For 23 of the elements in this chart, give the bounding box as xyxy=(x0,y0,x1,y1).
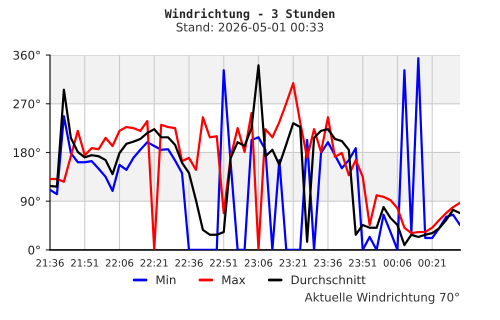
text: Aktuelle Windrichtung 70° xyxy=(304,292,459,304)
x-tick-label: 00:06 xyxy=(384,259,412,267)
x-tick-label: 21:36 xyxy=(36,259,64,267)
x-tick-label: 21:51 xyxy=(71,259,98,267)
x-tick-label: 22:36 xyxy=(175,259,203,267)
x-tick-label: 23:21 xyxy=(280,259,307,267)
x-tick-label: 23:36 xyxy=(314,259,342,267)
legend-label: Min xyxy=(156,275,176,284)
y-tick-label: 360° xyxy=(13,50,40,60)
x-tick-label: 22:51 xyxy=(210,259,238,267)
y-tick-label: 180° xyxy=(14,148,40,158)
x-tick-label: 22:06 xyxy=(106,259,134,267)
chart-title: Windrichtung - 3 Stunden xyxy=(164,8,334,20)
x-tick-label: 23:06 xyxy=(244,259,272,267)
y-tick-label: 0° xyxy=(28,246,40,255)
y-tick-label: 270° xyxy=(13,99,40,108)
x-tick-label: 00:21 xyxy=(418,259,446,267)
legend-label: Max xyxy=(222,275,246,284)
x-tick-label: 23:51 xyxy=(349,259,376,267)
chart-subtitle: Stand: 2026-05-01 00:33 xyxy=(176,22,324,32)
x-tick-label: 22:21 xyxy=(140,259,168,267)
y-tick-label: 90° xyxy=(20,196,40,206)
legend-label: Durchschnitt xyxy=(292,275,366,284)
